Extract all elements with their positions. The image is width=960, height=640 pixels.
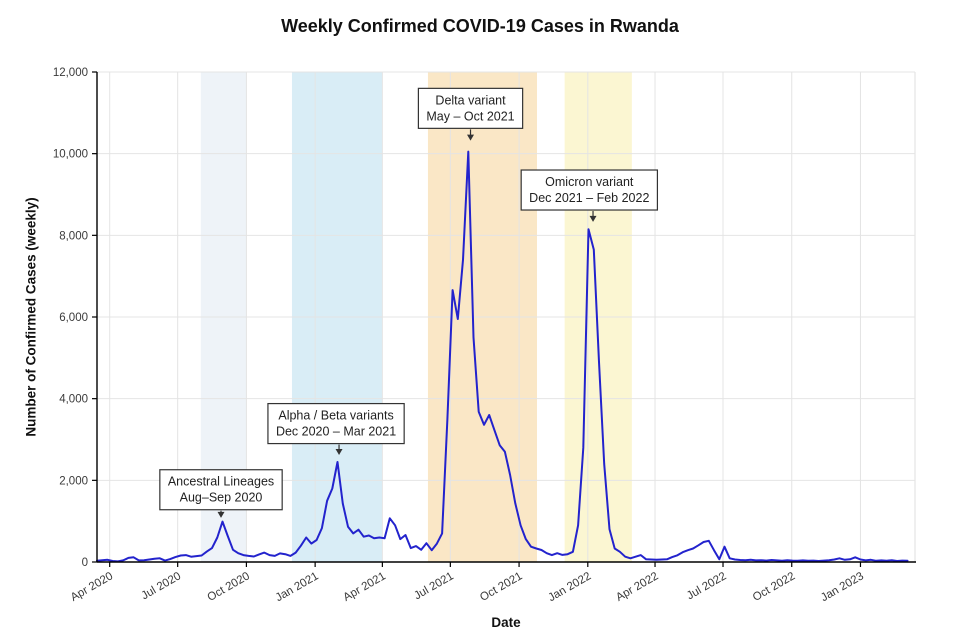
x-tick-label: Oct 2022: [751, 570, 797, 604]
annotation-line-2: Aug–Sep 2020: [180, 491, 263, 505]
x-tick-label: Oct 2021: [478, 570, 524, 604]
alpha-beta-annotation: Alpha / Beta variants Dec 2020 – Mar 2021: [267, 402, 405, 456]
cases-line: [96, 150, 909, 563]
y-tick-label: 12,000: [53, 67, 88, 79]
y-tick-label: 2,000: [59, 475, 88, 487]
x-tick-label: Jul 2022: [685, 570, 729, 602]
x-tick-label: Jan 2021: [274, 570, 321, 604]
x-tick-label: Oct 2020: [205, 570, 251, 604]
y-tick-label: 0: [82, 557, 88, 569]
omicron-annotation: Omicron variant Dec 2021 – Feb 2022: [520, 169, 659, 222]
x-tick-label: Jul 2021: [412, 570, 456, 602]
annotation-line-2: Dec 2020 – Mar 2021: [276, 425, 396, 439]
annotation-line-1: Delta variant: [435, 93, 506, 107]
annotation-box: [267, 402, 405, 445]
annotation-arrowhead: [589, 215, 597, 222]
annotation-box: [159, 469, 283, 511]
y-tick-label: 4,000: [59, 394, 88, 406]
annotation-line-1: Ancestral Lineages: [168, 475, 274, 489]
x-tick-label: Apr 2020: [69, 570, 115, 604]
annotation-arrowhead: [217, 511, 225, 518]
annotation-line-1: Omicron variant: [545, 175, 634, 189]
x-tick-label: Jul 2020: [140, 570, 184, 602]
x-tick-label: Apr 2021: [341, 570, 387, 604]
annotation-arrowhead: [467, 134, 475, 141]
y-tick-label: 10,000: [53, 149, 88, 161]
annotation-line-1: Alpha / Beta variants: [278, 409, 393, 423]
chart-title: Weekly Confirmed COVID-19 Cases in Rwand…: [281, 16, 679, 36]
x-tick-label: Jan 2022: [546, 570, 593, 604]
annotation-line-2: Dec 2021 – Feb 2022: [529, 191, 649, 205]
y-tick-label: 8,000: [59, 230, 88, 242]
x-tick-label: Jan 2023: [819, 570, 866, 604]
ancestral-annotation: Ancestral Lineages Aug–Sep 2020: [159, 469, 283, 518]
x-tick-label: Apr 2022: [614, 570, 660, 604]
y-tick-label: 6,000: [59, 312, 88, 324]
annotation-box: [520, 169, 659, 211]
annotation-line-2: May – Oct 2021: [426, 109, 514, 123]
annotation-arrowhead: [335, 449, 343, 456]
annotation-box: [417, 87, 524, 129]
delta-annotation: Delta variant May – Oct 2021: [417, 87, 524, 141]
x-axis-label: Date: [491, 615, 521, 630]
